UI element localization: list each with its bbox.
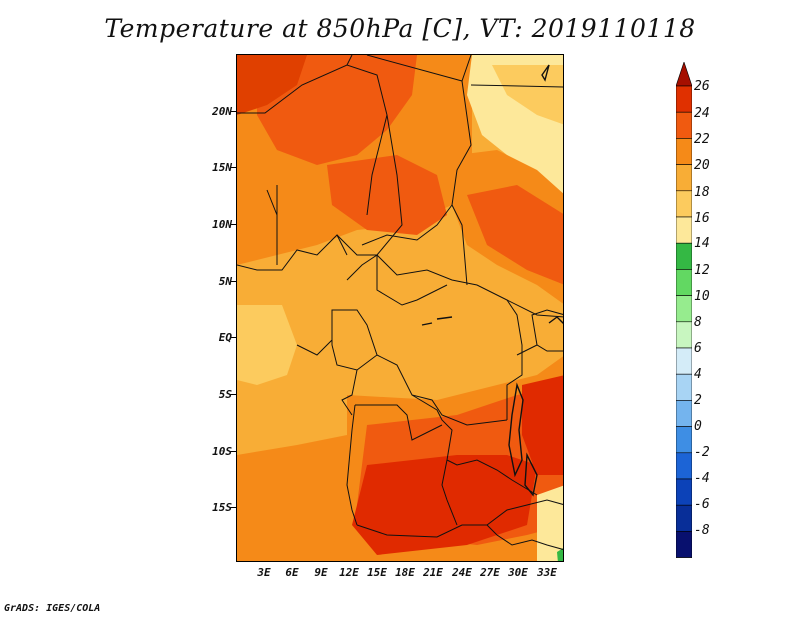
lat-label-10n: 10N (212, 218, 232, 231)
lat-label-5s: 5S (219, 388, 232, 401)
colorbar-cell (676, 322, 692, 348)
colorbar-label-24: 24 (694, 106, 710, 121)
lat-label-20n: 20N (212, 105, 232, 118)
lat-label-15s: 15S (212, 501, 232, 514)
lon-label-9e: 9E (314, 566, 327, 579)
colorbar-cell (676, 479, 692, 505)
colorbar-cell (676, 453, 692, 479)
colorbar-cell (676, 112, 692, 138)
lon-label-15e: 15E (367, 566, 387, 579)
colorbar-cell (676, 217, 692, 243)
colorbar-cell (676, 269, 692, 295)
colorbar-cell (676, 400, 692, 426)
colorbar-label-26: 26 (694, 79, 710, 94)
colorbar-cell (676, 374, 692, 400)
colorbar-label-2: 2 (694, 393, 702, 408)
temperature-field (237, 55, 564, 562)
lat-label-15n: 15N (212, 161, 232, 174)
lon-label-33e: 33E (537, 566, 557, 579)
colorbar-label-22: 22 (694, 132, 710, 147)
lat-label-eq: EQ (219, 331, 232, 344)
lon-label-3e: 3E (257, 566, 270, 579)
colorbar-label-8: 8 (694, 315, 702, 330)
colorbar-label-minus8: -8 (694, 523, 710, 538)
colorbar-cell (676, 191, 692, 217)
colorbar-label-minus4: -4 (694, 471, 710, 486)
colorbar-label-10: 10 (694, 289, 710, 304)
colorbar-cell (676, 505, 692, 531)
colorbar-cell (676, 243, 692, 269)
chart-title: Temperature at 850hPa [C], VT: 201911011… (0, 14, 800, 43)
colorbar-label-20: 20 (694, 158, 710, 173)
colorbar-cell (676, 348, 692, 374)
colorbar-label-minus6: -6 (694, 497, 710, 512)
colorbar-top-arrow (676, 62, 692, 86)
grads-credit: GrADS: IGES/COLA (4, 603, 100, 614)
colorbar-cell (676, 86, 692, 112)
colorbar-label-0: 0 (694, 419, 702, 434)
temperature-map (236, 54, 564, 562)
lon-label-21e: 21E (423, 566, 443, 579)
lon-label-18e: 18E (395, 566, 415, 579)
colorbar-label-6: 6 (694, 341, 702, 356)
lon-label-6e: 6E (285, 566, 298, 579)
lon-label-12e: 12E (339, 566, 359, 579)
colorbar-label-18: 18 (694, 185, 710, 200)
colorbar-cell (676, 427, 692, 453)
lat-label-5n: 5N (219, 275, 232, 288)
colorbar-label-minus2: -2 (694, 445, 710, 460)
colorbar-label-4: 4 (694, 367, 702, 382)
colorbar (676, 62, 692, 558)
colorbar-label-14: 14 (694, 236, 710, 251)
colorbar-cell (676, 165, 692, 191)
colorbar-cell (676, 296, 692, 322)
colorbar-cell (676, 138, 692, 164)
lat-label-10s: 10S (212, 445, 232, 458)
colorbar-label-12: 12 (694, 263, 710, 278)
lon-label-27e: 27E (480, 566, 500, 579)
lon-label-30e: 30E (508, 566, 528, 579)
lon-label-24e: 24E (452, 566, 472, 579)
colorbar-cell (676, 531, 692, 557)
colorbar-label-16: 16 (694, 211, 710, 226)
